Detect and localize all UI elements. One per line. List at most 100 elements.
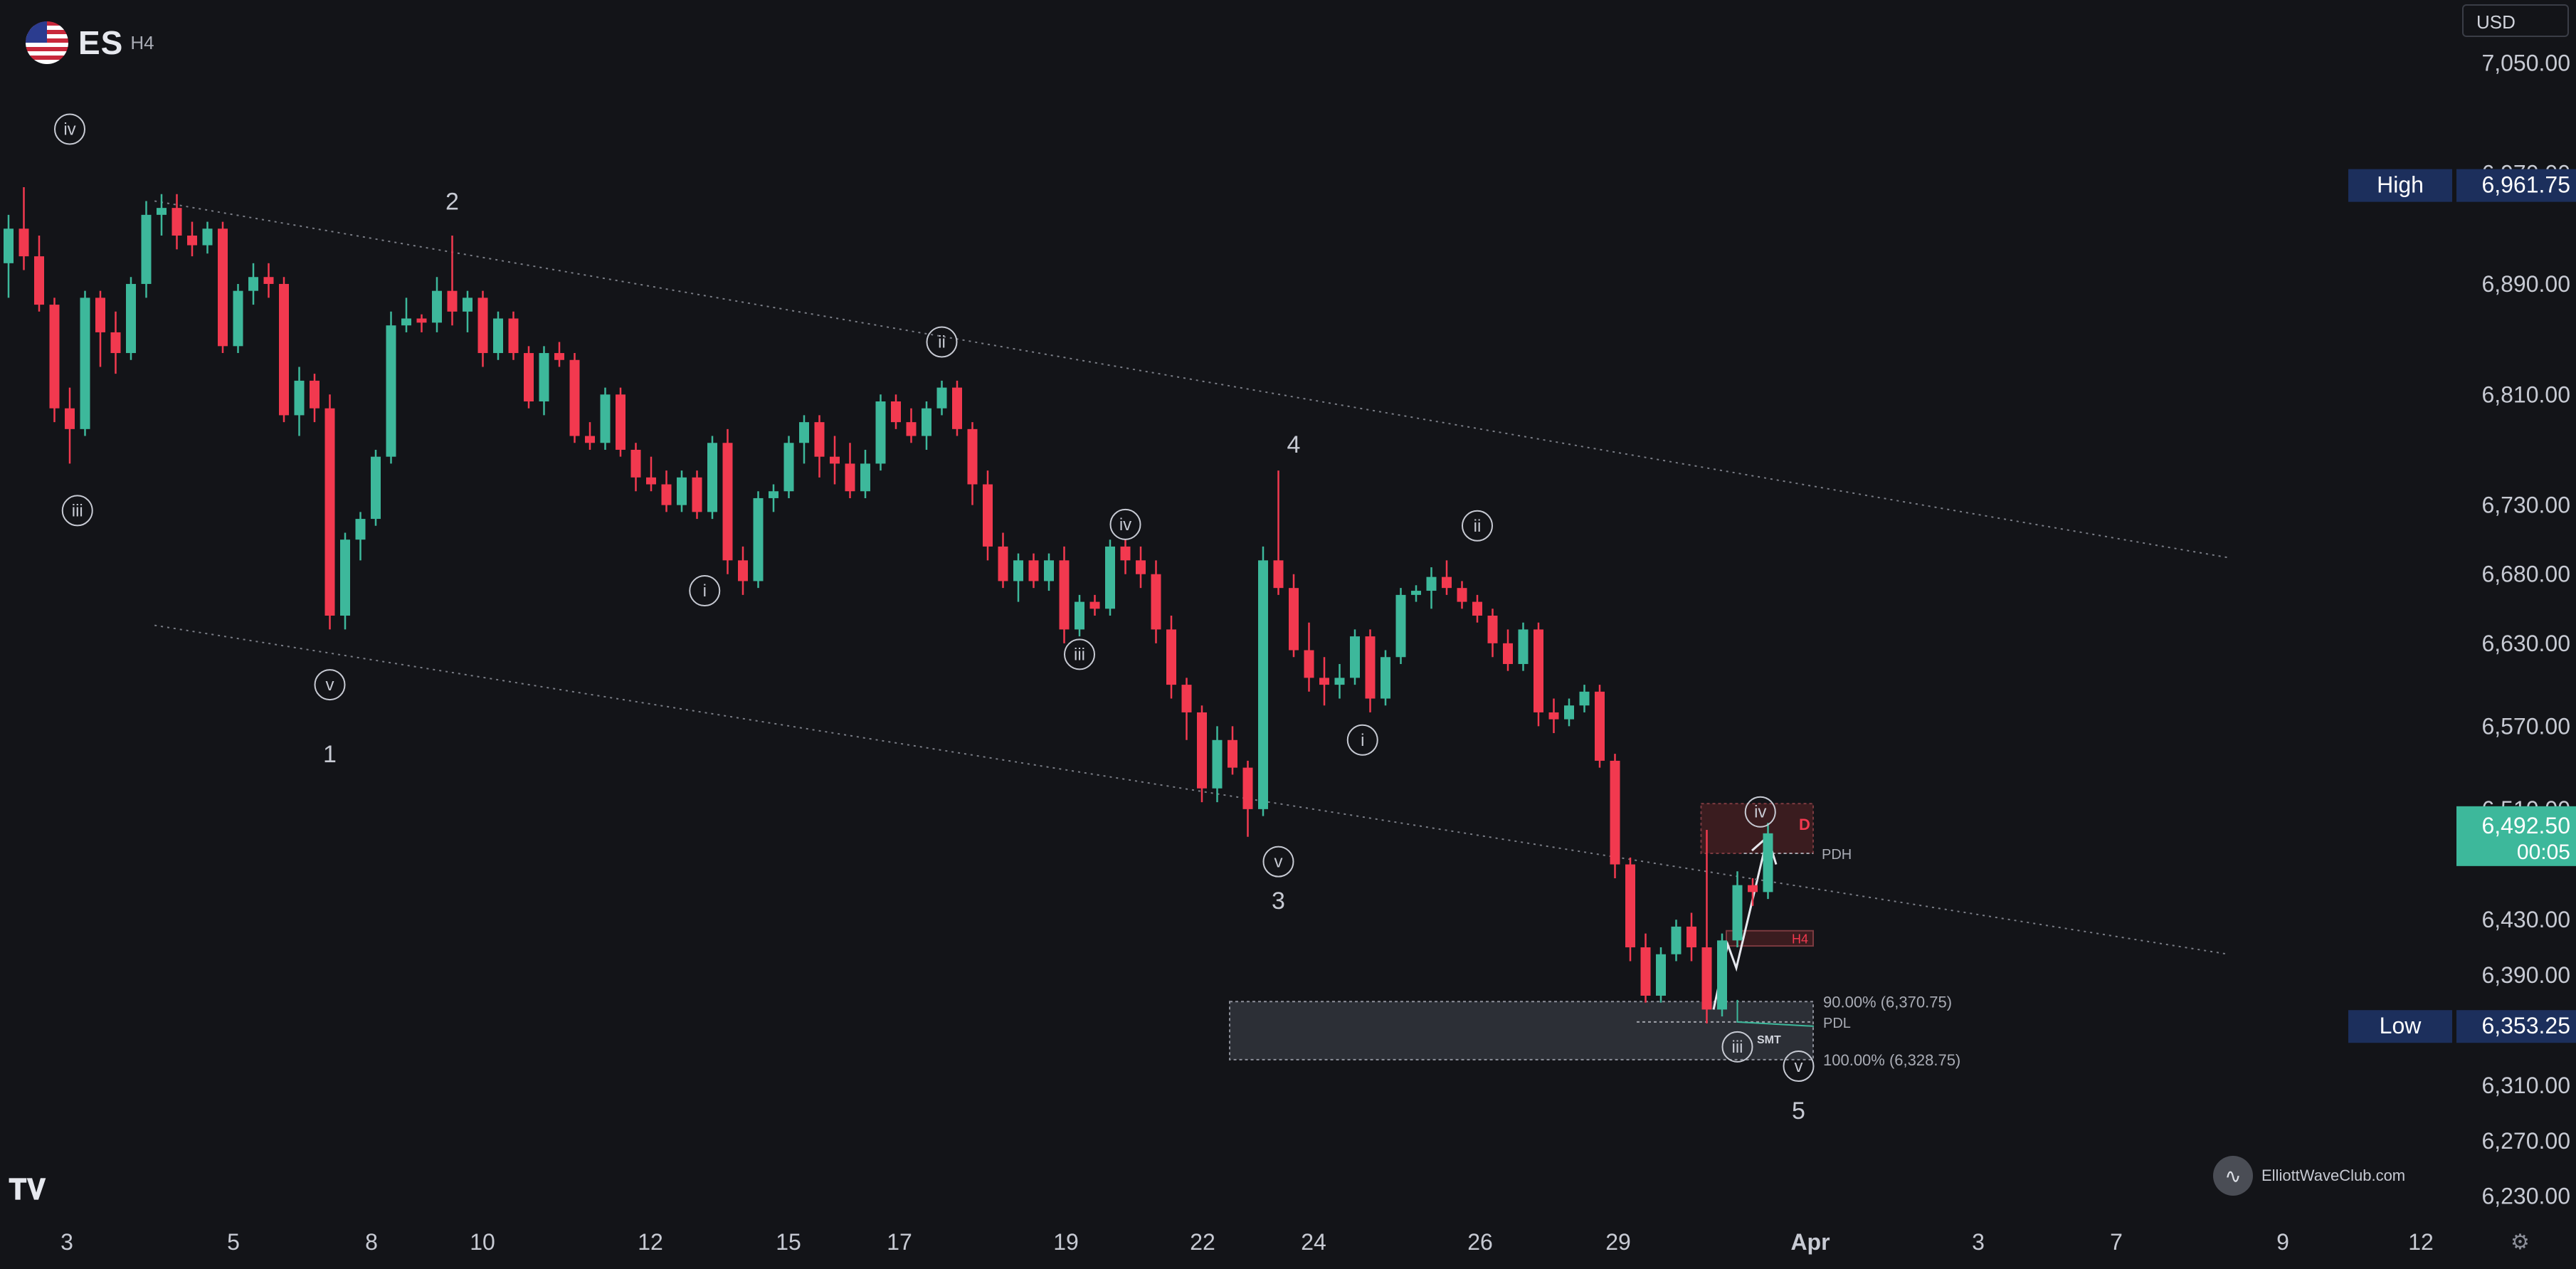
wave-label-text: iv: [1119, 515, 1131, 535]
candle-body: [1411, 591, 1421, 595]
candle: [218, 221, 228, 354]
candle-body: [661, 484, 672, 505]
candle: [845, 443, 855, 498]
x-tick-label: Apr: [1790, 1229, 1830, 1255]
candle: [355, 512, 366, 561]
candle-body: [80, 297, 90, 429]
candle-body: [600, 394, 611, 443]
candle: [1258, 546, 1268, 816]
x-tick-label: 3: [60, 1229, 73, 1255]
candle: [1028, 553, 1039, 589]
candle: [1625, 857, 1635, 962]
y-tick-label: 6,890.00: [2481, 271, 2570, 297]
candle-body: [1044, 560, 1054, 581]
candle-body: [19, 228, 29, 257]
wave-label-text: iii: [1074, 645, 1085, 664]
wave-label-circle: [314, 669, 346, 701]
low-tag-label: Low: [2380, 1013, 2422, 1038]
candle-body: [1166, 629, 1176, 685]
y-tick-label: 6,390.00: [2481, 962, 2570, 988]
candle: [1564, 698, 1574, 727]
candle: [1656, 947, 1666, 1003]
candle: [1717, 933, 1727, 1017]
symbol-header[interactable]: ES H4: [26, 21, 154, 64]
candle: [263, 263, 274, 298]
currency-selector[interactable]: USD: [2462, 4, 2569, 37]
candle-body: [1518, 629, 1529, 664]
candle-body: [692, 477, 702, 512]
wave-label: 3: [1272, 888, 1285, 915]
candle: [585, 422, 595, 450]
candle: [80, 290, 90, 436]
candle-body: [722, 443, 733, 561]
candle-body: [1197, 712, 1207, 789]
candle-body: [1610, 760, 1620, 865]
fib-100-label: 100.00% (6,328.75): [1823, 1051, 1960, 1069]
candle-body: [1763, 833, 1773, 892]
candle-body: [157, 208, 167, 215]
candle: [493, 311, 503, 360]
candle: [508, 311, 519, 360]
tradingview-logo-icon[interactable]: 𝐓𝐕: [9, 1174, 46, 1206]
x-tick-label: 12: [2408, 1229, 2434, 1255]
candle-body: [4, 228, 14, 263]
candle: [600, 387, 611, 450]
candle-body: [830, 456, 840, 464]
candle-body: [218, 228, 228, 347]
candle-body: [508, 318, 519, 354]
low-price-marker: Low 6,353.25: [2348, 1010, 2576, 1043]
candle-body: [1564, 705, 1574, 720]
candle-body: [65, 408, 75, 429]
candle: [1518, 622, 1529, 671]
candle: [187, 221, 197, 257]
candle: [830, 436, 840, 485]
candle: [1487, 609, 1498, 658]
candle: [4, 214, 14, 298]
y-tick-label: 6,310.00: [2481, 1073, 2570, 1098]
supply-zone-label: D: [1799, 816, 1810, 833]
candle-body: [110, 332, 121, 354]
low-value: 6,353.25: [2481, 1013, 2570, 1038]
wave-label-circle: [61, 495, 93, 527]
candle-body: [386, 325, 396, 457]
candle: [799, 415, 809, 464]
x-tick-label: 12: [638, 1229, 663, 1255]
candle-body: [783, 443, 794, 492]
wave-label-circle: [689, 575, 721, 607]
candle: [814, 415, 825, 478]
channel-upper-line: [154, 200, 2229, 559]
x-tick-label: 22: [1190, 1229, 1215, 1255]
wave-label: 5: [1792, 1097, 1805, 1125]
candle: [1089, 594, 1100, 616]
candle: [1686, 912, 1696, 962]
gear-icon[interactable]: ⚙: [2511, 1231, 2530, 1254]
candle: [906, 408, 917, 443]
candle-body: [936, 387, 947, 409]
candle-body: [983, 484, 993, 547]
timeframe-label: H4: [130, 31, 154, 53]
candle: [248, 263, 258, 305]
candle: [19, 187, 29, 270]
candle: [1151, 560, 1161, 643]
candle-body: [401, 318, 411, 326]
high-tag-box: [2348, 169, 2452, 202]
candle-body: [1319, 678, 1329, 685]
candle-body: [493, 318, 503, 354]
candle: [722, 428, 733, 574]
high-value-box: [2456, 169, 2576, 202]
candle: [1013, 553, 1023, 602]
wave-label-text: ii: [938, 333, 946, 352]
y-tick-label: 7,050.00: [2481, 50, 2570, 75]
candle-body: [554, 353, 564, 360]
candle-body: [187, 235, 197, 246]
h4-zone: [1726, 930, 1814, 947]
candle: [126, 277, 136, 360]
wave-label-circle: [1721, 1031, 1753, 1063]
wave-label: 1: [323, 741, 337, 768]
candle: [279, 277, 289, 423]
candle: [477, 290, 488, 367]
wave-label-text: 4: [1287, 431, 1301, 458]
candle-body: [371, 456, 381, 520]
